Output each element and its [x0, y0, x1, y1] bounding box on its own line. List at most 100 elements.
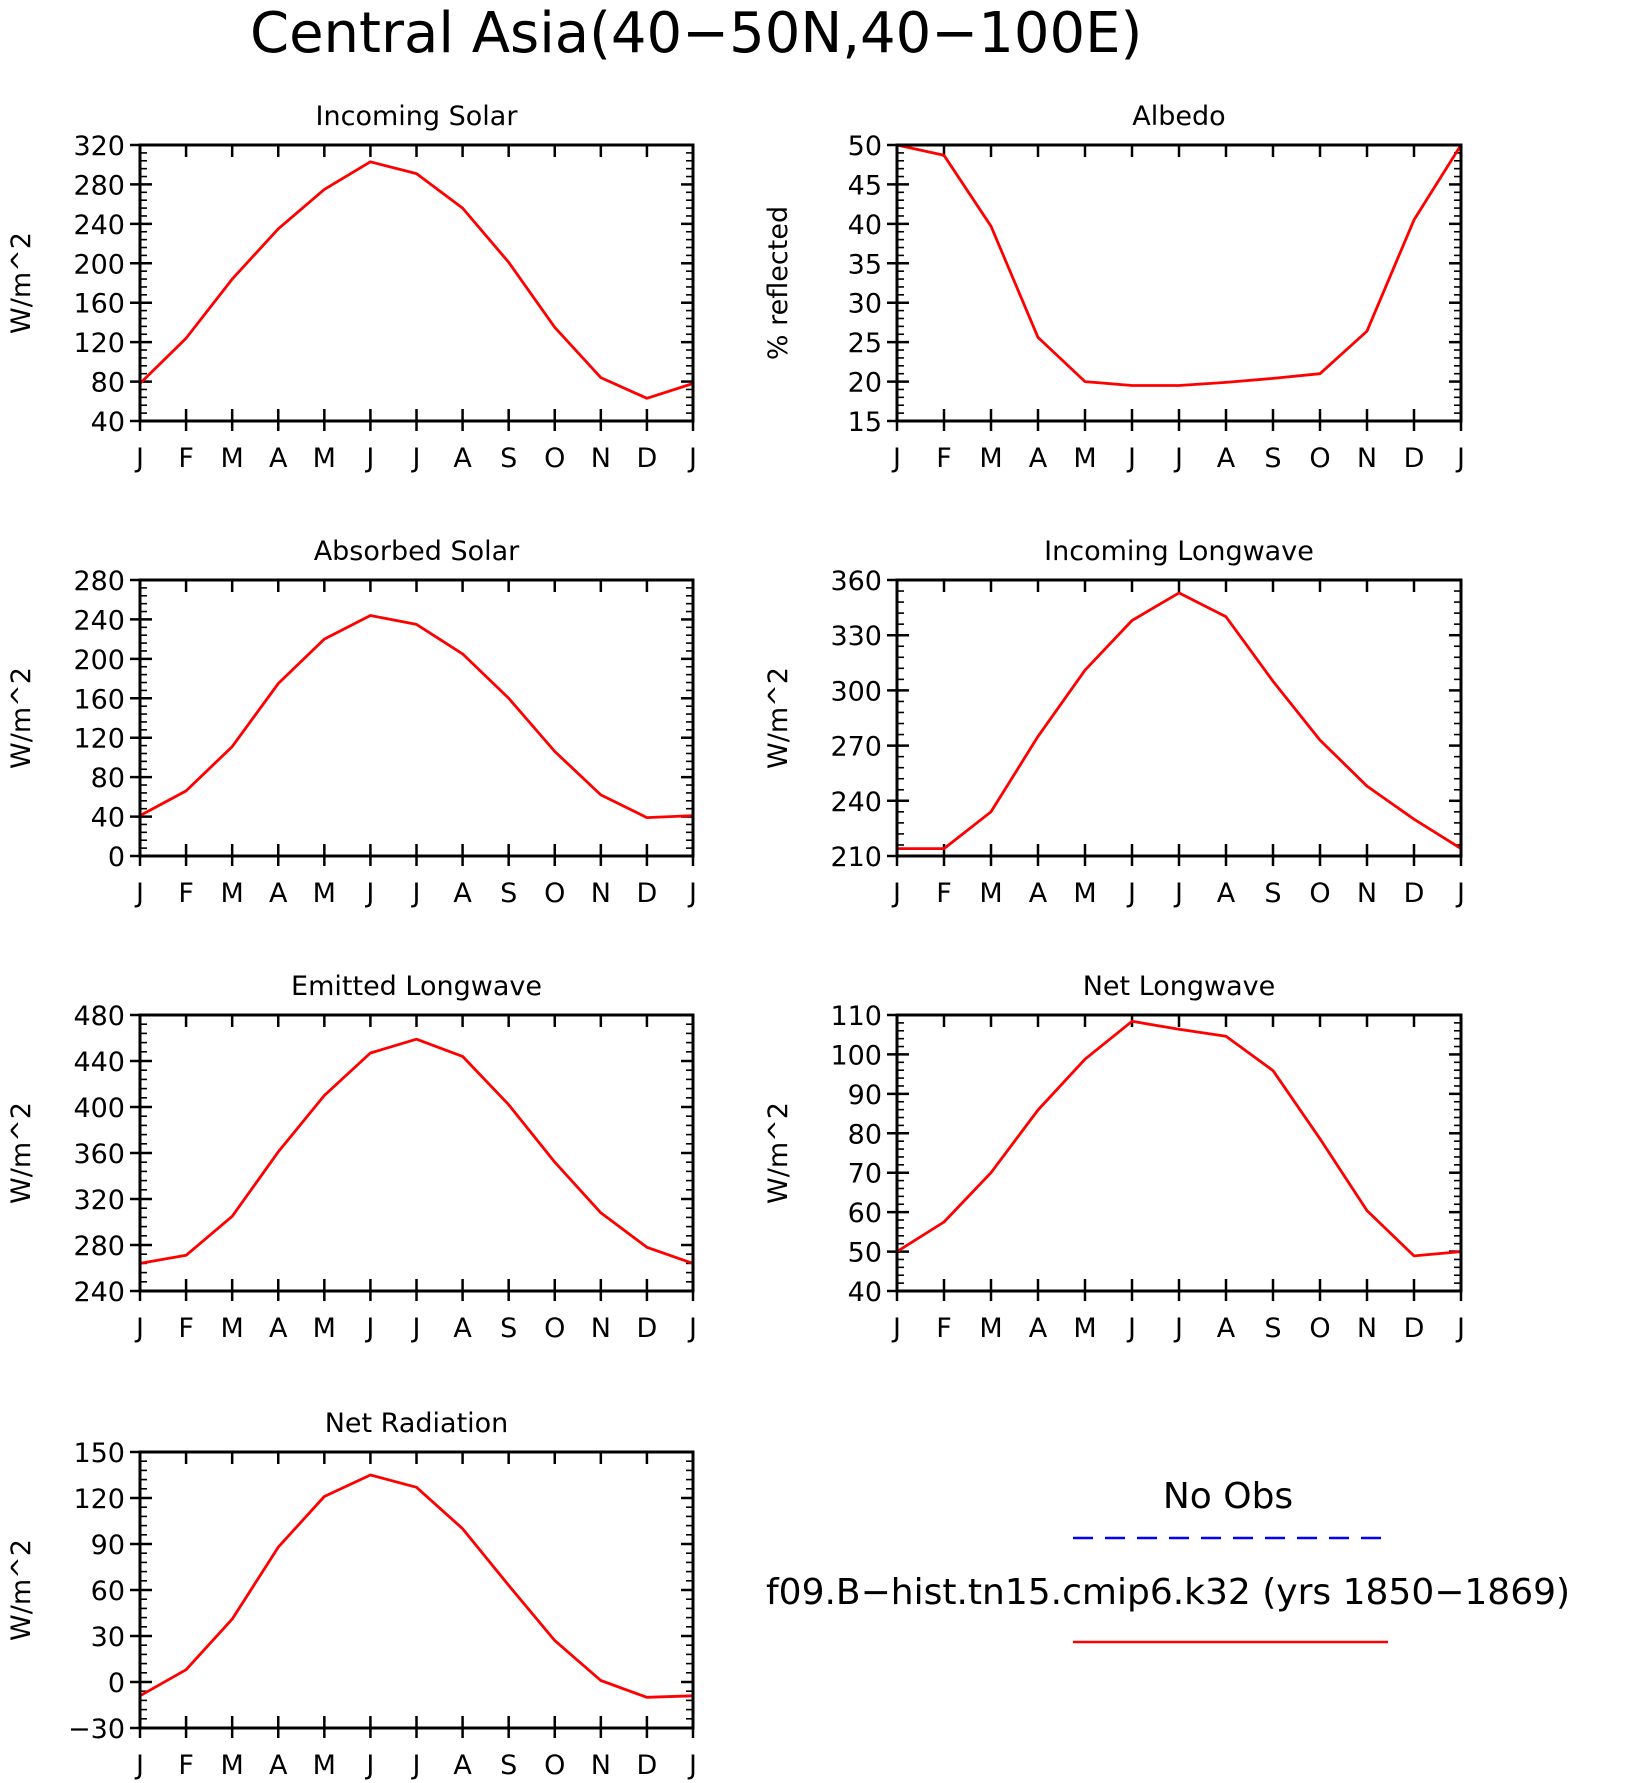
plot-frame [895, 1013, 1463, 1293]
x-tick-label: M [313, 443, 336, 474]
x-tick-label: J [1126, 443, 1136, 474]
series-line [897, 591, 1462, 850]
x-tick-label: A [453, 1750, 472, 1781]
y-tick-label: 40 [91, 407, 125, 438]
y-tick-label: 100 [830, 1040, 882, 1071]
y-tick-label: 50 [848, 1238, 882, 1269]
x-tick-label: N [591, 878, 611, 909]
y-tick-label: 90 [91, 1530, 125, 1561]
y-tick-label: 120 [73, 1484, 125, 1515]
legend: No Obs f09.B−hist.tn15.cmip6.k32 (yrs 18… [766, 1476, 1570, 1644]
x-tick-label: M [979, 443, 1002, 474]
y-tick-label: 90 [848, 1080, 882, 1111]
x-tick-label: N [591, 443, 611, 474]
x-tick-label: A [269, 1750, 288, 1781]
x-tick-label: J [1173, 1313, 1183, 1344]
y-tick-label: 320 [73, 131, 125, 162]
x-tick-label: D [637, 878, 658, 909]
plot-frame [895, 143, 1463, 423]
x-tick-label: D [637, 1750, 658, 1781]
plot-frame [138, 578, 695, 858]
x-tick-label: J [411, 1750, 421, 1781]
x-tick-label: J [891, 1313, 901, 1344]
x-tick-label: M [979, 878, 1002, 909]
x-tick-label: J [1455, 878, 1465, 909]
x-tick-label: O [544, 443, 565, 474]
y-tick-label: −30 [68, 1714, 125, 1745]
y-tick-label: 110 [830, 1001, 882, 1032]
x-tick-label: O [544, 1313, 565, 1344]
y-axis-label: W/m^2 [6, 232, 37, 334]
x-tick-label: M [313, 878, 336, 909]
x-tick-label: N [591, 1313, 611, 1344]
y-tick-label: 35 [848, 249, 882, 280]
y-tick-label: 200 [73, 645, 125, 676]
y-tick-label: 200 [73, 249, 125, 280]
y-tick-label: 150 [73, 1438, 125, 1469]
x-tick-label: A [269, 443, 288, 474]
y-axis-label: W/m^2 [763, 1102, 794, 1204]
x-tick-label: J [411, 1313, 421, 1344]
y-tick-label: 210 [830, 842, 882, 873]
y-axis-label: W/m^2 [6, 1539, 37, 1641]
y-tick-label: 270 [830, 732, 882, 763]
x-tick-label: J [364, 1750, 374, 1781]
y-tick-label: 45 [848, 170, 882, 201]
y-tick-label: 60 [91, 1576, 125, 1607]
plot-frame [138, 1450, 695, 1730]
y-tick-label: 400 [73, 1093, 125, 1124]
y-axis-label: % reflected [763, 206, 794, 360]
x-tick-label: F [178, 1313, 194, 1344]
x-tick-label: F [936, 1313, 952, 1344]
y-tick-label: 15 [848, 407, 882, 438]
chart-panel: Absorbed Solar W/m^2 0 40 80 120 160 200 240 280 J… [6, 536, 697, 909]
x-tick-label: J [891, 878, 901, 909]
panel-title: Net Longwave [1083, 971, 1276, 1002]
x-tick-label: J [134, 1750, 144, 1781]
x-tick-label: J [1455, 443, 1465, 474]
y-tick-label: 40 [848, 1277, 882, 1308]
panel-title: Emitted Longwave [291, 971, 542, 1002]
plot-frame [138, 143, 695, 423]
x-tick-label: A [1029, 1313, 1048, 1344]
x-tick-label: N [1357, 443, 1377, 474]
x-tick-label: N [591, 1750, 611, 1781]
x-tick-label: A [453, 1313, 472, 1344]
x-tick-label: A [1217, 878, 1236, 909]
y-tick-label: 70 [848, 1159, 882, 1190]
y-tick-label: 30 [848, 289, 882, 320]
series-line [139, 1473, 694, 1699]
y-tick-label: 25 [848, 328, 882, 359]
x-tick-label: J [134, 1313, 144, 1344]
panels: Incoming SolarW/m^2408012016020024028032… [6, 101, 1465, 1781]
x-tick-label: S [500, 878, 517, 909]
x-tick-label: J [411, 878, 421, 909]
legend-obs-label: No Obs [1163, 1476, 1293, 1517]
x-tick-label: O [1309, 878, 1330, 909]
legend-model-label: f09.B−hist.tn15.cmip6.k32 (yrs 1850−1869… [766, 1572, 1570, 1613]
panel-title: Albedo [1132, 101, 1225, 132]
x-tick-label: J [687, 878, 697, 909]
y-tick-label: 280 [73, 170, 125, 201]
y-axis-label: W/m^2 [763, 667, 794, 769]
x-tick-label: O [1309, 443, 1330, 474]
x-tick-label: D [1404, 1313, 1425, 1344]
y-tick-label: 50 [848, 131, 882, 162]
x-tick-label: A [1217, 443, 1236, 474]
x-tick-label: A [269, 1313, 288, 1344]
x-tick-label: A [1029, 443, 1048, 474]
x-tick-label: O [544, 1750, 565, 1781]
x-tick-label: F [178, 443, 194, 474]
y-tick-label: 240 [830, 787, 882, 818]
y-tick-label: 30 [91, 1622, 125, 1653]
x-tick-label: S [1264, 443, 1281, 474]
series-line [139, 160, 694, 400]
x-tick-label: M [1073, 443, 1096, 474]
y-tick-label: 280 [73, 566, 125, 597]
y-tick-label: 240 [73, 605, 125, 636]
chart-panel: Incoming Solar W/m^2 40 80 120 160 200 240 280 32… [6, 101, 697, 474]
x-tick-label: J [134, 878, 144, 909]
x-tick-label: S [500, 443, 517, 474]
y-tick-label: 80 [848, 1119, 882, 1150]
